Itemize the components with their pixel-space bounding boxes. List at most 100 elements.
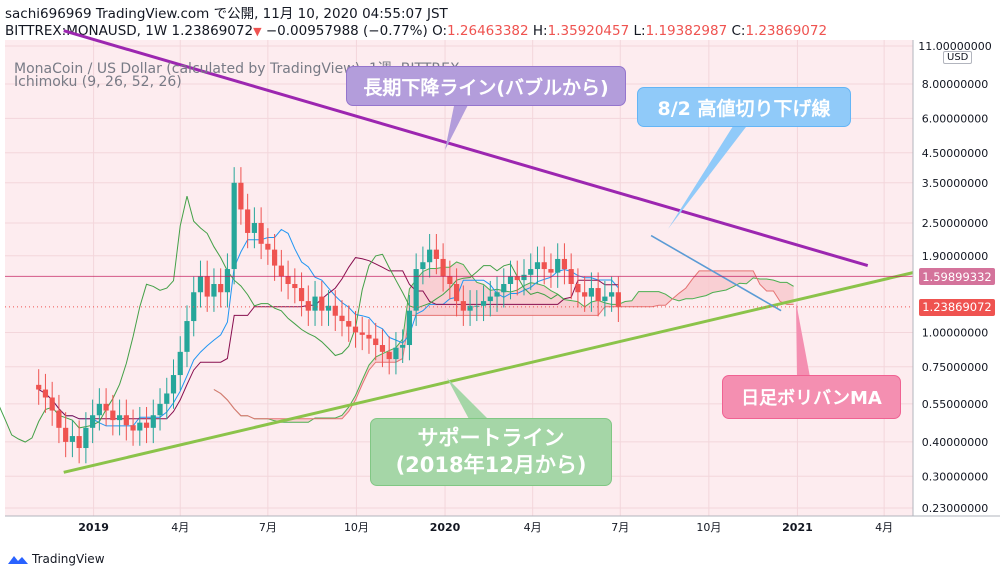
candle — [116, 415, 123, 421]
candle — [164, 393, 170, 404]
candle — [555, 258, 561, 273]
trend-callout-pointer — [445, 101, 470, 150]
candle — [197, 276, 204, 293]
candle — [528, 269, 534, 275]
time-tick-label: 2020 — [430, 521, 461, 534]
candle — [319, 296, 325, 311]
support-callout-line1: サポートライン — [417, 426, 565, 450]
time-tick-label: 10月 — [696, 521, 721, 534]
candle — [305, 301, 311, 311]
candle — [49, 397, 55, 411]
candle — [69, 436, 76, 442]
candle — [575, 284, 581, 293]
candle — [602, 296, 608, 302]
candle — [231, 182, 237, 270]
candle — [204, 276, 210, 297]
candle — [420, 262, 426, 270]
last-price: 1.23869072 — [171, 23, 254, 39]
candle — [325, 305, 332, 311]
candle — [386, 351, 392, 360]
candle — [487, 296, 493, 302]
high-line-callout: 8/2 高値切り下げ線 — [637, 87, 851, 127]
candle — [366, 334, 372, 339]
currency-label[interactable]: USD — [943, 51, 973, 64]
candle — [507, 276, 514, 285]
candle — [400, 345, 406, 348]
price-tick-label: 2.50000000 — [922, 217, 988, 230]
candle — [103, 403, 109, 411]
candle — [427, 249, 433, 263]
high-value: 1.35920457 — [547, 23, 630, 39]
candle — [238, 182, 244, 210]
candle — [501, 284, 507, 293]
candle — [615, 292, 621, 307]
candle — [184, 321, 190, 352]
candle — [467, 305, 473, 311]
candle — [150, 415, 156, 428]
support-line-callout: サポートライン (2018年12月から) — [370, 418, 612, 486]
candle — [96, 403, 102, 416]
candle — [339, 315, 345, 322]
candle — [433, 249, 439, 259]
price-axis[interactable]: 11.00000000 8.00000000 6.00000000 4.5000000… — [918, 40, 991, 515]
candle — [110, 410, 116, 421]
candle — [123, 415, 129, 426]
high-callout-pointer — [668, 123, 749, 229]
price-tick-label: 6.00000000 — [922, 112, 988, 125]
price-tick-label: 0.55000000 — [922, 398, 988, 411]
candle — [352, 326, 359, 333]
candle — [285, 276, 291, 285]
level-price-badge: 1.59899332 — [919, 268, 995, 286]
tradingview-logo[interactable]: TradingView — [8, 552, 105, 566]
trend-lines — [5, 29, 914, 474]
last-price-badge: 1.23869072 — [919, 298, 995, 316]
symbol: BITTREX:MONAUSD, 1W — [5, 23, 168, 39]
candle — [440, 258, 446, 277]
span-b-line — [213, 270, 794, 420]
long-term-downtrend-line — [63, 29, 869, 268]
trend-line-callout: 長期下降ライン(バブルから) — [346, 66, 626, 106]
candle — [258, 222, 264, 244]
candle — [332, 305, 338, 316]
candle — [588, 288, 594, 297]
time-tick-label: 2021 — [782, 521, 813, 534]
tradingview-brand: TradingView — [32, 552, 105, 566]
candle — [56, 410, 62, 428]
price-change: −0.00957988 (−0.77%) — [265, 23, 428, 39]
candle — [218, 284, 224, 293]
high-label: H: — [532, 23, 548, 39]
price-tick-label: 8.00000000 — [922, 78, 988, 91]
candle — [373, 338, 379, 346]
candle — [561, 258, 568, 270]
time-tick-label: 2019 — [78, 521, 109, 534]
price-tick-label: 1.00000000 — [922, 326, 988, 339]
support-callout-line2: (2018年12月から) — [395, 453, 587, 477]
candle — [292, 284, 298, 289]
time-tick-label: 7月 — [259, 521, 277, 534]
candle — [83, 427, 89, 449]
publish-info: sachi696969 TradingView.com で公開, 11月 10,… — [5, 6, 448, 22]
candle — [393, 347, 399, 360]
ohlc-row: BITTREX:MONAUSD, 1W 1.23869072▼ −0.00957… — [5, 23, 827, 40]
price-tick-label: 4.50000000 — [922, 147, 988, 160]
candle — [130, 425, 136, 431]
price-tick-label: 0.23000000 — [922, 502, 988, 515]
bollinger-callout: 日足ボリバンMA — [722, 375, 901, 419]
price-tick-label: 0.75000000 — [922, 361, 988, 374]
candle — [534, 262, 541, 270]
tradingview-icon — [8, 556, 28, 564]
candle — [480, 301, 487, 306]
time-tick-label: 4月 — [171, 521, 189, 534]
candle — [379, 345, 386, 352]
price-tick-label: 0.40000000 — [922, 436, 988, 449]
candle — [460, 301, 466, 311]
time-tick-label: 4月 — [875, 521, 893, 534]
low-label: L: — [633, 23, 646, 39]
close-value: 1.23869072 — [745, 23, 828, 39]
time-axis[interactable]: 2019 4月 7月 10月 2020 4月 7月 10月 2021 4月 — [78, 521, 893, 534]
chikou-line — [0, 195, 565, 443]
candle — [143, 422, 150, 428]
price-tick-label: 3.50000000 — [922, 177, 988, 190]
bollinger-callout-pointer — [796, 302, 810, 377]
